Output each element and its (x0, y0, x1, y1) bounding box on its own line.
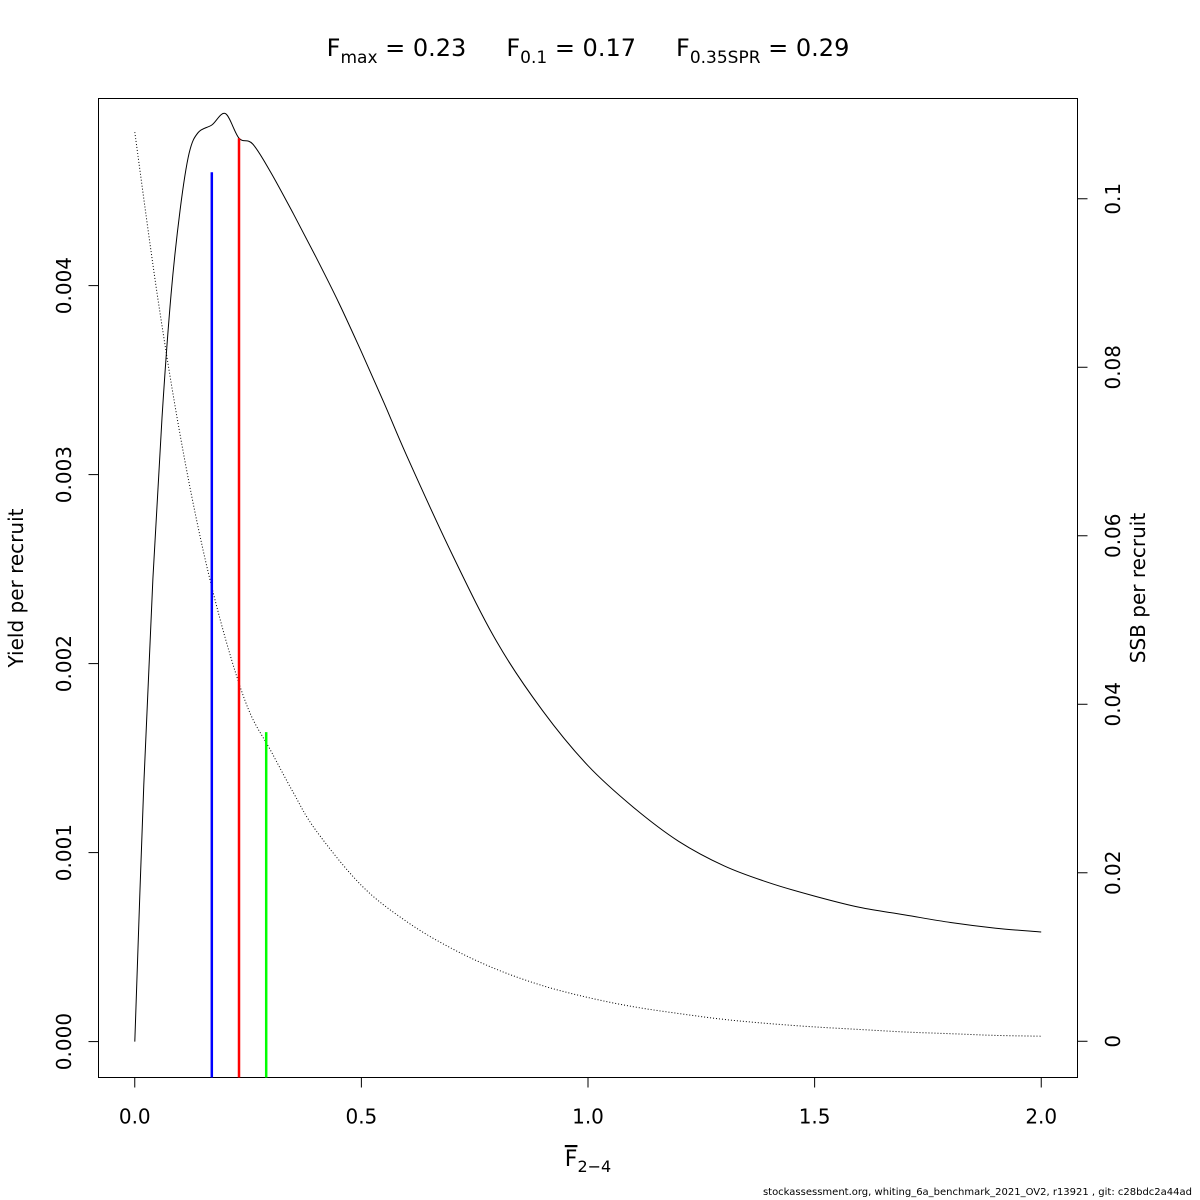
x-label-symbol: F (565, 1147, 578, 1172)
title-subscript: 0.1 (520, 48, 547, 68)
y-axis-left-label: Yield per recruit (4, 508, 28, 668)
title-subscript: max (340, 48, 377, 68)
x-axis: 0.0 0.5 1.0 1.5 2.0 (119, 1077, 1057, 1129)
title-symbol: F (327, 34, 341, 62)
y-right-tick-label: 0 (1101, 1035, 1125, 1048)
title-symbol: F (506, 34, 520, 62)
yield-curve (134, 112, 1042, 1042)
y-axis-right: 0 0.02 0.04 0.06 0.08 0.1 (1077, 183, 1125, 1048)
y-right-tick-label: 0.02 (1101, 851, 1125, 896)
x-tick-label: 1.5 (799, 1105, 831, 1129)
x-tick-label: 0.0 (119, 1105, 151, 1129)
y-left-tick-label: 0.000 (52, 1013, 76, 1070)
y-left-tick-label: 0.002 (52, 635, 76, 692)
chart-title: Fmax = 0.23 F0.1 = 0.17 F0.35SPR = 0.29 (327, 34, 850, 68)
plot-frame (98, 98, 1078, 1078)
title-value: = 0.23 (378, 34, 467, 62)
title-symbol: F (676, 34, 690, 62)
y-left-tick-label: 0.004 (52, 257, 76, 314)
title-value: = 0.29 (761, 34, 850, 62)
ssb-curve (134, 132, 1042, 1037)
y-right-tick-label: 0.1 (1101, 183, 1125, 215)
y-right-tick-label: 0.06 (1101, 513, 1125, 558)
y-right-tick-label: 0.08 (1101, 345, 1125, 390)
title-value: = 0.17 (547, 34, 636, 62)
x-label-subscript: 2−4 (577, 1157, 611, 1176)
y-axis-left: 0.000 0.001 0.002 0.003 0.004 (52, 257, 99, 1070)
footer-credit: stockassessment.org, whiting_6a_benchmar… (762, 1187, 1192, 1198)
reference-lines (210, 138, 268, 1078)
y-left-tick-label: 0.001 (52, 824, 76, 881)
chart-title-text: Fmax = 0.23 F0.1 = 0.17 F0.35SPR = 0.29 (327, 34, 850, 68)
series-group (134, 112, 1042, 1042)
x-axis-label: F2−4 (565, 1147, 611, 1176)
title-subscript: 0.35SPR (690, 48, 761, 68)
y-left-tick-label: 0.003 (52, 446, 76, 503)
y-axis-right-label: SSB per recruit (1126, 513, 1150, 664)
x-tick-label: 0.5 (345, 1105, 377, 1129)
y-right-tick-label: 0.04 (1101, 682, 1125, 727)
x-tick-label: 1.0 (572, 1105, 604, 1129)
x-tick-label: 2.0 (1025, 1105, 1057, 1129)
